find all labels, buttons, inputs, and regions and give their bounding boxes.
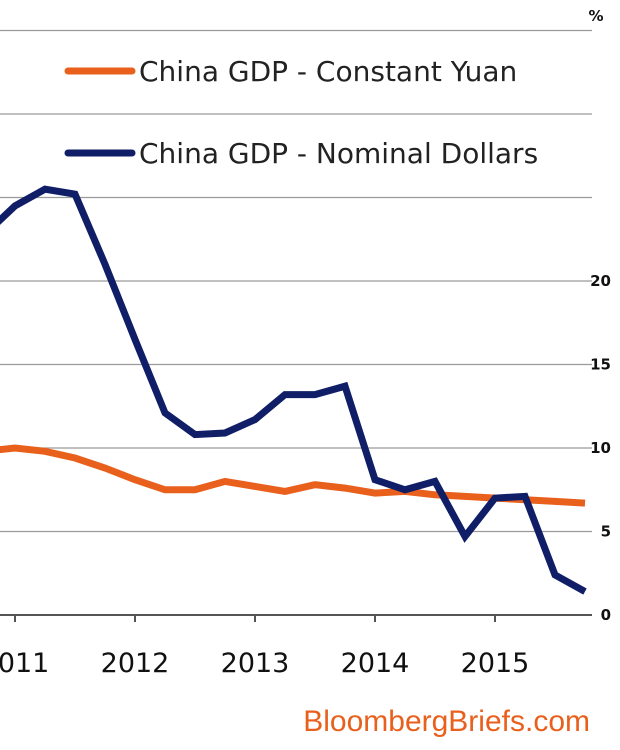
legend-label-nominal-dollars: China GDP - Nominal Dollars	[139, 137, 538, 170]
legend-label-constant-yuan: China GDP - Constant Yuan	[139, 55, 517, 88]
y-tick-label: 10	[590, 439, 611, 457]
y-tick-label: 0	[601, 606, 611, 624]
x-tick-label: 2013	[221, 648, 290, 679]
x-tick-label: 2014	[341, 648, 410, 679]
series-lines	[0, 185, 587, 595]
y-tick-labels: 0 5 10 15 20	[590, 272, 611, 624]
series-line-constant-yuan	[0, 444, 586, 507]
source-credit: BloombergBriefs.com	[303, 705, 590, 738]
x-ticks: 2011 2012 2013 2014 2015	[0, 615, 529, 679]
x-tick-label: 2012	[101, 648, 170, 679]
legend: China GDP - Constant Yuan China GDP - No…	[64, 55, 538, 170]
y-tick-label: 5	[601, 523, 611, 541]
series-line-nominal-dollars	[0, 185, 587, 595]
y-tick-label: 20	[590, 272, 611, 290]
x-tick-label: 2015	[461, 648, 530, 679]
unit-label: %	[588, 7, 603, 25]
x-tick-label: 2011	[0, 648, 49, 679]
gridlines	[0, 29, 592, 533]
y-tick-label: 15	[590, 356, 611, 374]
